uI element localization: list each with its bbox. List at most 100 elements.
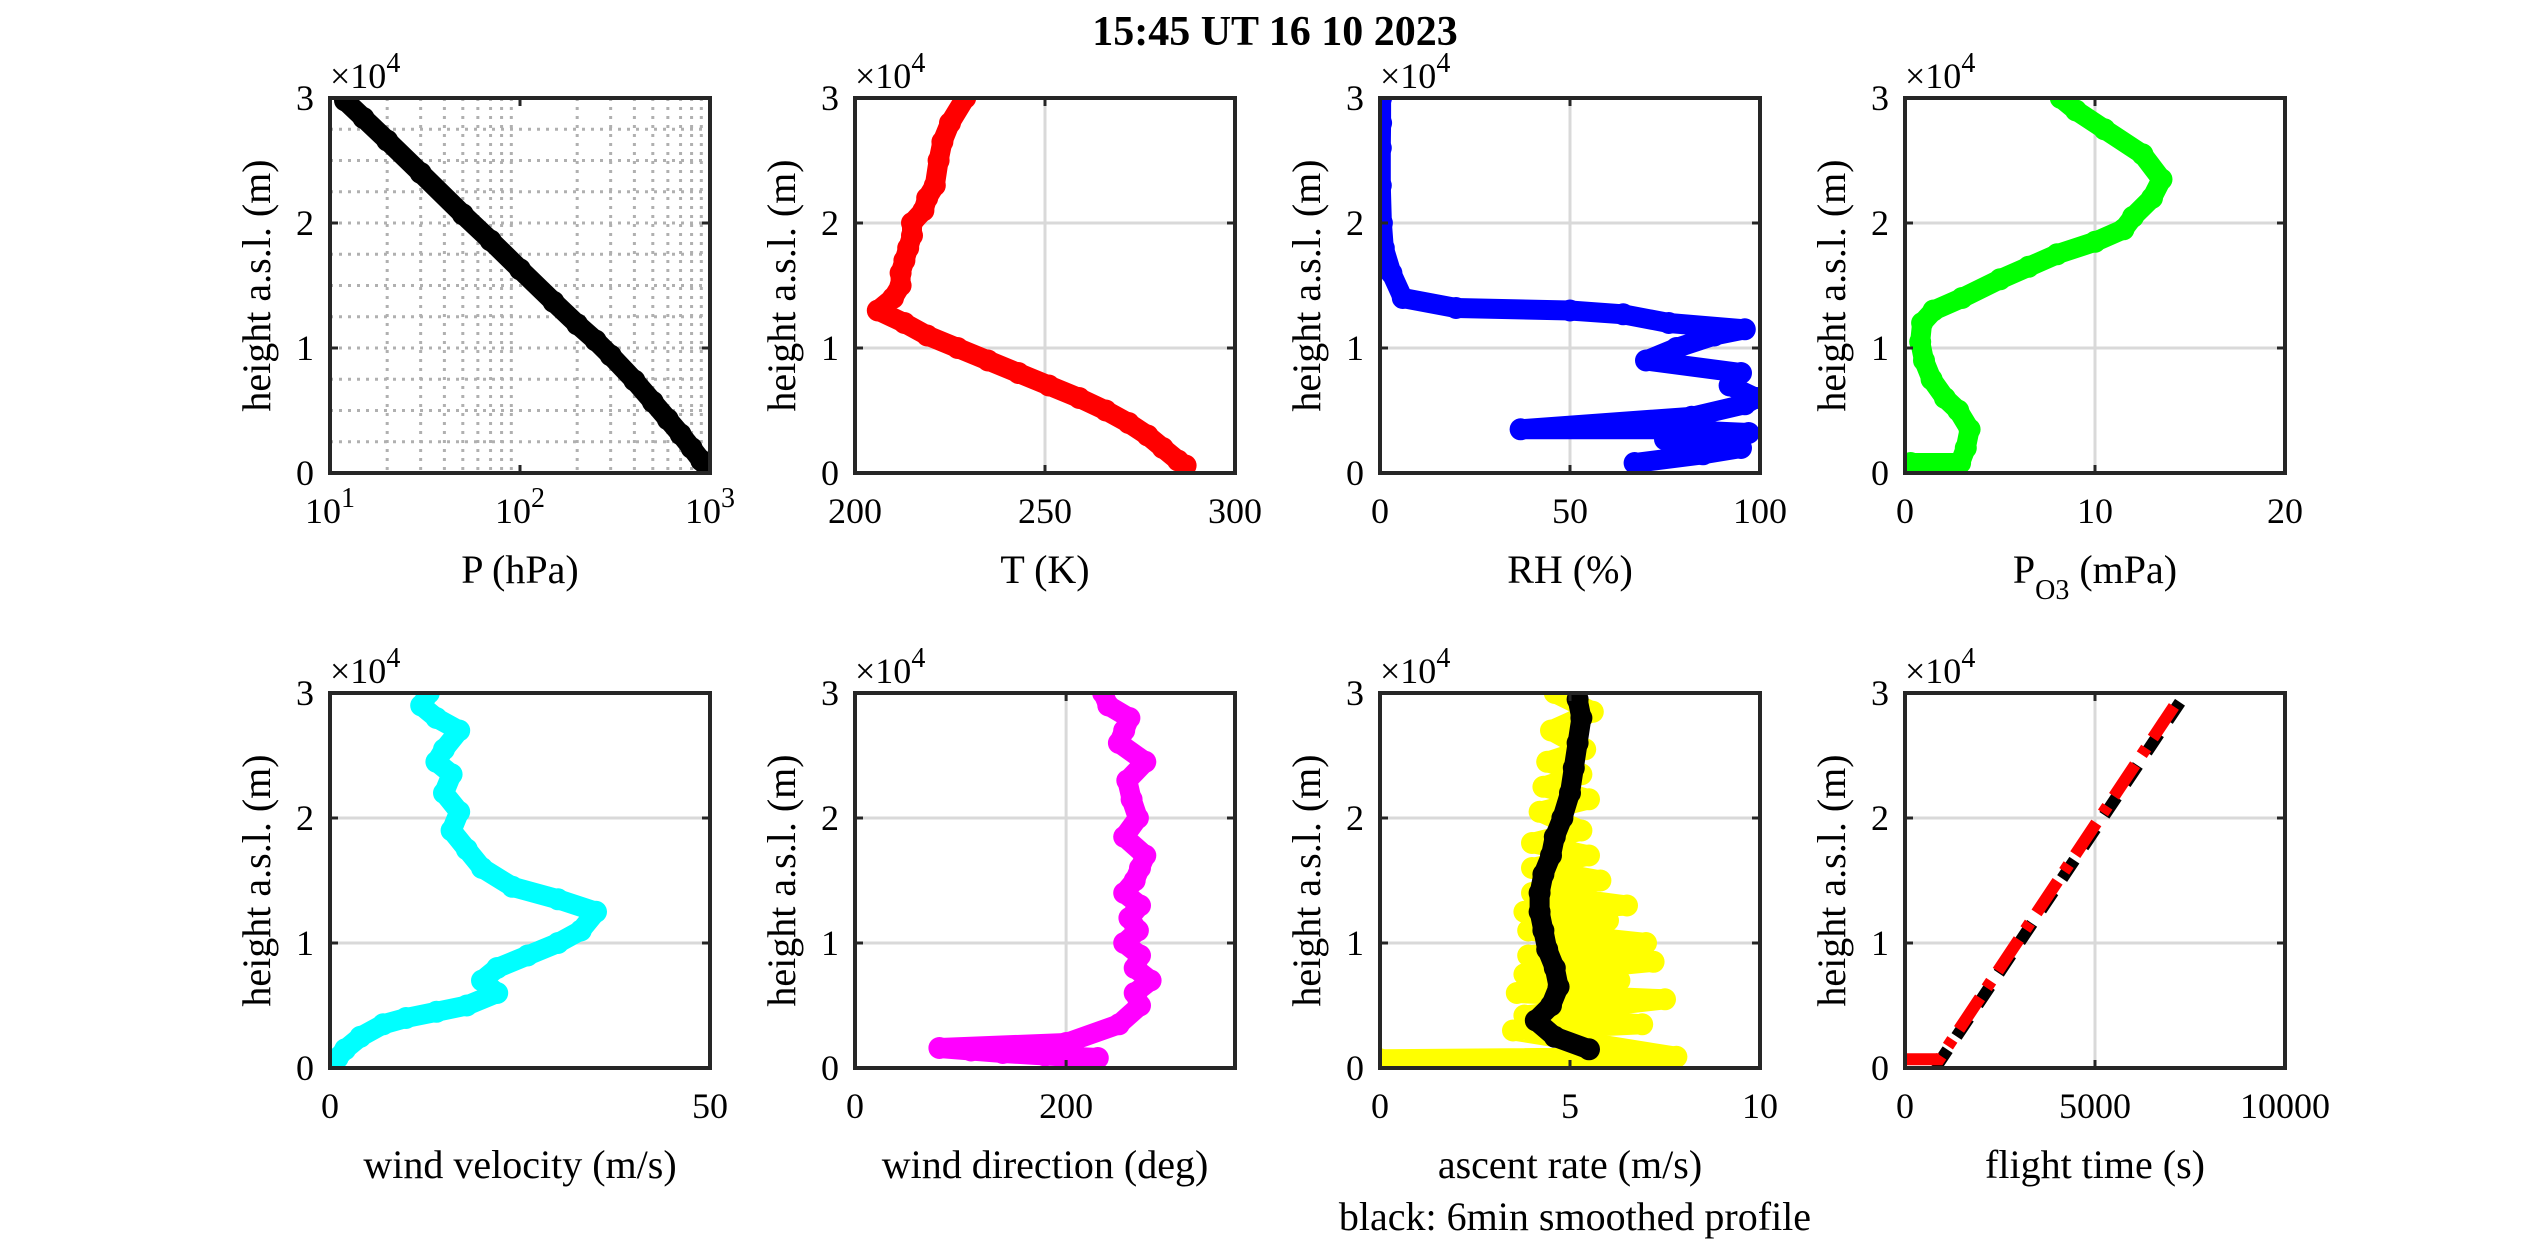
y-exponent-label: ×104 bbox=[1380, 48, 1450, 96]
data-point bbox=[1151, 437, 1174, 459]
data-point bbox=[1635, 932, 1657, 954]
data-point bbox=[946, 337, 969, 359]
grid-lines bbox=[330, 98, 710, 473]
y-axis-label: height a.s.l. (m) bbox=[234, 754, 279, 1006]
data-point bbox=[656, 408, 679, 431]
data-point bbox=[1117, 412, 1140, 434]
x-tick-label: 0 bbox=[1896, 491, 1914, 531]
data-point bbox=[409, 162, 432, 184]
data-point bbox=[542, 290, 565, 313]
y-tick-label: 3 bbox=[1346, 78, 1364, 118]
tick-marks bbox=[328, 96, 712, 475]
data-point bbox=[1933, 387, 1956, 409]
data-point bbox=[1559, 299, 1581, 322]
x-tick-label: 5 bbox=[1561, 1086, 1579, 1126]
x-tick-label: 0 bbox=[1896, 1086, 1914, 1126]
data-point bbox=[1540, 719, 1562, 742]
data-point bbox=[584, 329, 607, 352]
data-point bbox=[1126, 807, 1149, 829]
data-point bbox=[960, 1039, 983, 1062]
data-point bbox=[1517, 944, 1540, 967]
y-tick-label: 0 bbox=[296, 1048, 314, 1088]
data-point bbox=[2131, 143, 2154, 166]
data-point bbox=[1654, 988, 1676, 1011]
data-point bbox=[1445, 297, 1467, 319]
data-point bbox=[1536, 750, 1559, 773]
y-axis-label: height a.s.l. (m) bbox=[759, 159, 804, 411]
y-tick-label: 0 bbox=[1871, 1048, 1889, 1088]
data-point bbox=[334, 98, 356, 112]
data-point bbox=[1540, 844, 1562, 867]
y-tick-label: 1 bbox=[1871, 328, 1889, 368]
data-point bbox=[931, 130, 954, 153]
data-point bbox=[425, 1000, 448, 1023]
figure-note: black: 6min smoothed profile bbox=[1339, 1194, 1811, 1239]
x-tick-label: 0 bbox=[1371, 491, 1389, 531]
data-point bbox=[923, 174, 946, 197]
data-point bbox=[1528, 900, 1551, 923]
data-point bbox=[893, 312, 916, 334]
panel-7: 0 5 10 0 1 2 3 ×104 ascent rate (m/s) height a.s.… bbox=[1284, 643, 1778, 1187]
data-point bbox=[440, 819, 463, 842]
y-tick-label: 3 bbox=[296, 78, 314, 118]
data-point bbox=[977, 349, 999, 372]
tick-marks bbox=[853, 691, 1235, 1070]
y-tick-label: 3 bbox=[1871, 78, 1889, 118]
data-point bbox=[1380, 174, 1392, 197]
marks bbox=[1380, 98, 1760, 473]
y-tick-label: 2 bbox=[821, 203, 839, 243]
data-point bbox=[376, 129, 399, 152]
data-point bbox=[1665, 1045, 1688, 1068]
data-point bbox=[1589, 869, 1612, 892]
data-point bbox=[1616, 894, 1638, 917]
data-point bbox=[1034, 1044, 1056, 1067]
data-point bbox=[1562, 757, 1585, 779]
figure-title: 15:45 UT 16 10 2023 bbox=[1092, 9, 1458, 55]
data-point bbox=[425, 707, 448, 729]
series-line bbox=[867, 98, 1196, 473]
data-point bbox=[569, 919, 592, 942]
data-point bbox=[1570, 707, 1593, 729]
data-point bbox=[1134, 750, 1157, 773]
x-axis-label: PO3 (mPa) bbox=[2013, 547, 2177, 606]
data-point bbox=[954, 98, 977, 109]
marks bbox=[330, 693, 607, 1068]
data-point bbox=[1380, 262, 1403, 284]
x-tick-label: 0 bbox=[1371, 1086, 1389, 1126]
data-point bbox=[1521, 832, 1543, 854]
y-tick-label: 0 bbox=[821, 1048, 839, 1088]
tick-marks bbox=[1378, 96, 1762, 475]
data-point bbox=[433, 738, 455, 761]
y-tick-label: 2 bbox=[1346, 203, 1364, 243]
y-tick-label: 1 bbox=[296, 923, 314, 963]
data-point bbox=[547, 932, 569, 954]
data-point bbox=[455, 994, 478, 1017]
data-point bbox=[1116, 769, 1139, 792]
series-line bbox=[1380, 98, 1760, 473]
x-axis-label: wind direction (deg) bbox=[882, 1142, 1209, 1187]
data-point bbox=[1509, 418, 1532, 441]
panel-3: 0 50 100 0 1 2 3 ×104 RH (%) height a.s.l. (m) bbox=[1284, 48, 1787, 592]
data-point bbox=[1120, 788, 1143, 811]
data-point bbox=[1566, 732, 1589, 754]
data-point bbox=[471, 969, 493, 992]
data-point bbox=[1547, 975, 1570, 998]
data-point bbox=[516, 944, 539, 967]
x-tick-label: 10 bbox=[2077, 491, 2113, 531]
data-point bbox=[1380, 237, 1395, 259]
data-point bbox=[623, 369, 646, 392]
data-point bbox=[1654, 418, 1676, 441]
axes-box bbox=[853, 691, 1237, 1070]
grid-lines bbox=[855, 98, 1235, 473]
data-point bbox=[1136, 424, 1159, 447]
x-tick-label: 10000 bbox=[2240, 1086, 2330, 1126]
data-point bbox=[1068, 387, 1091, 409]
data-point bbox=[1597, 909, 1619, 932]
data-point bbox=[547, 888, 569, 911]
data-point bbox=[1623, 452, 1646, 473]
data-point bbox=[501, 875, 524, 898]
data-point bbox=[1391, 287, 1414, 309]
grid-lines bbox=[330, 816, 710, 945]
y-axis-label: height a.s.l. (m) bbox=[1809, 159, 1854, 411]
tick-marks bbox=[1378, 691, 1762, 1070]
